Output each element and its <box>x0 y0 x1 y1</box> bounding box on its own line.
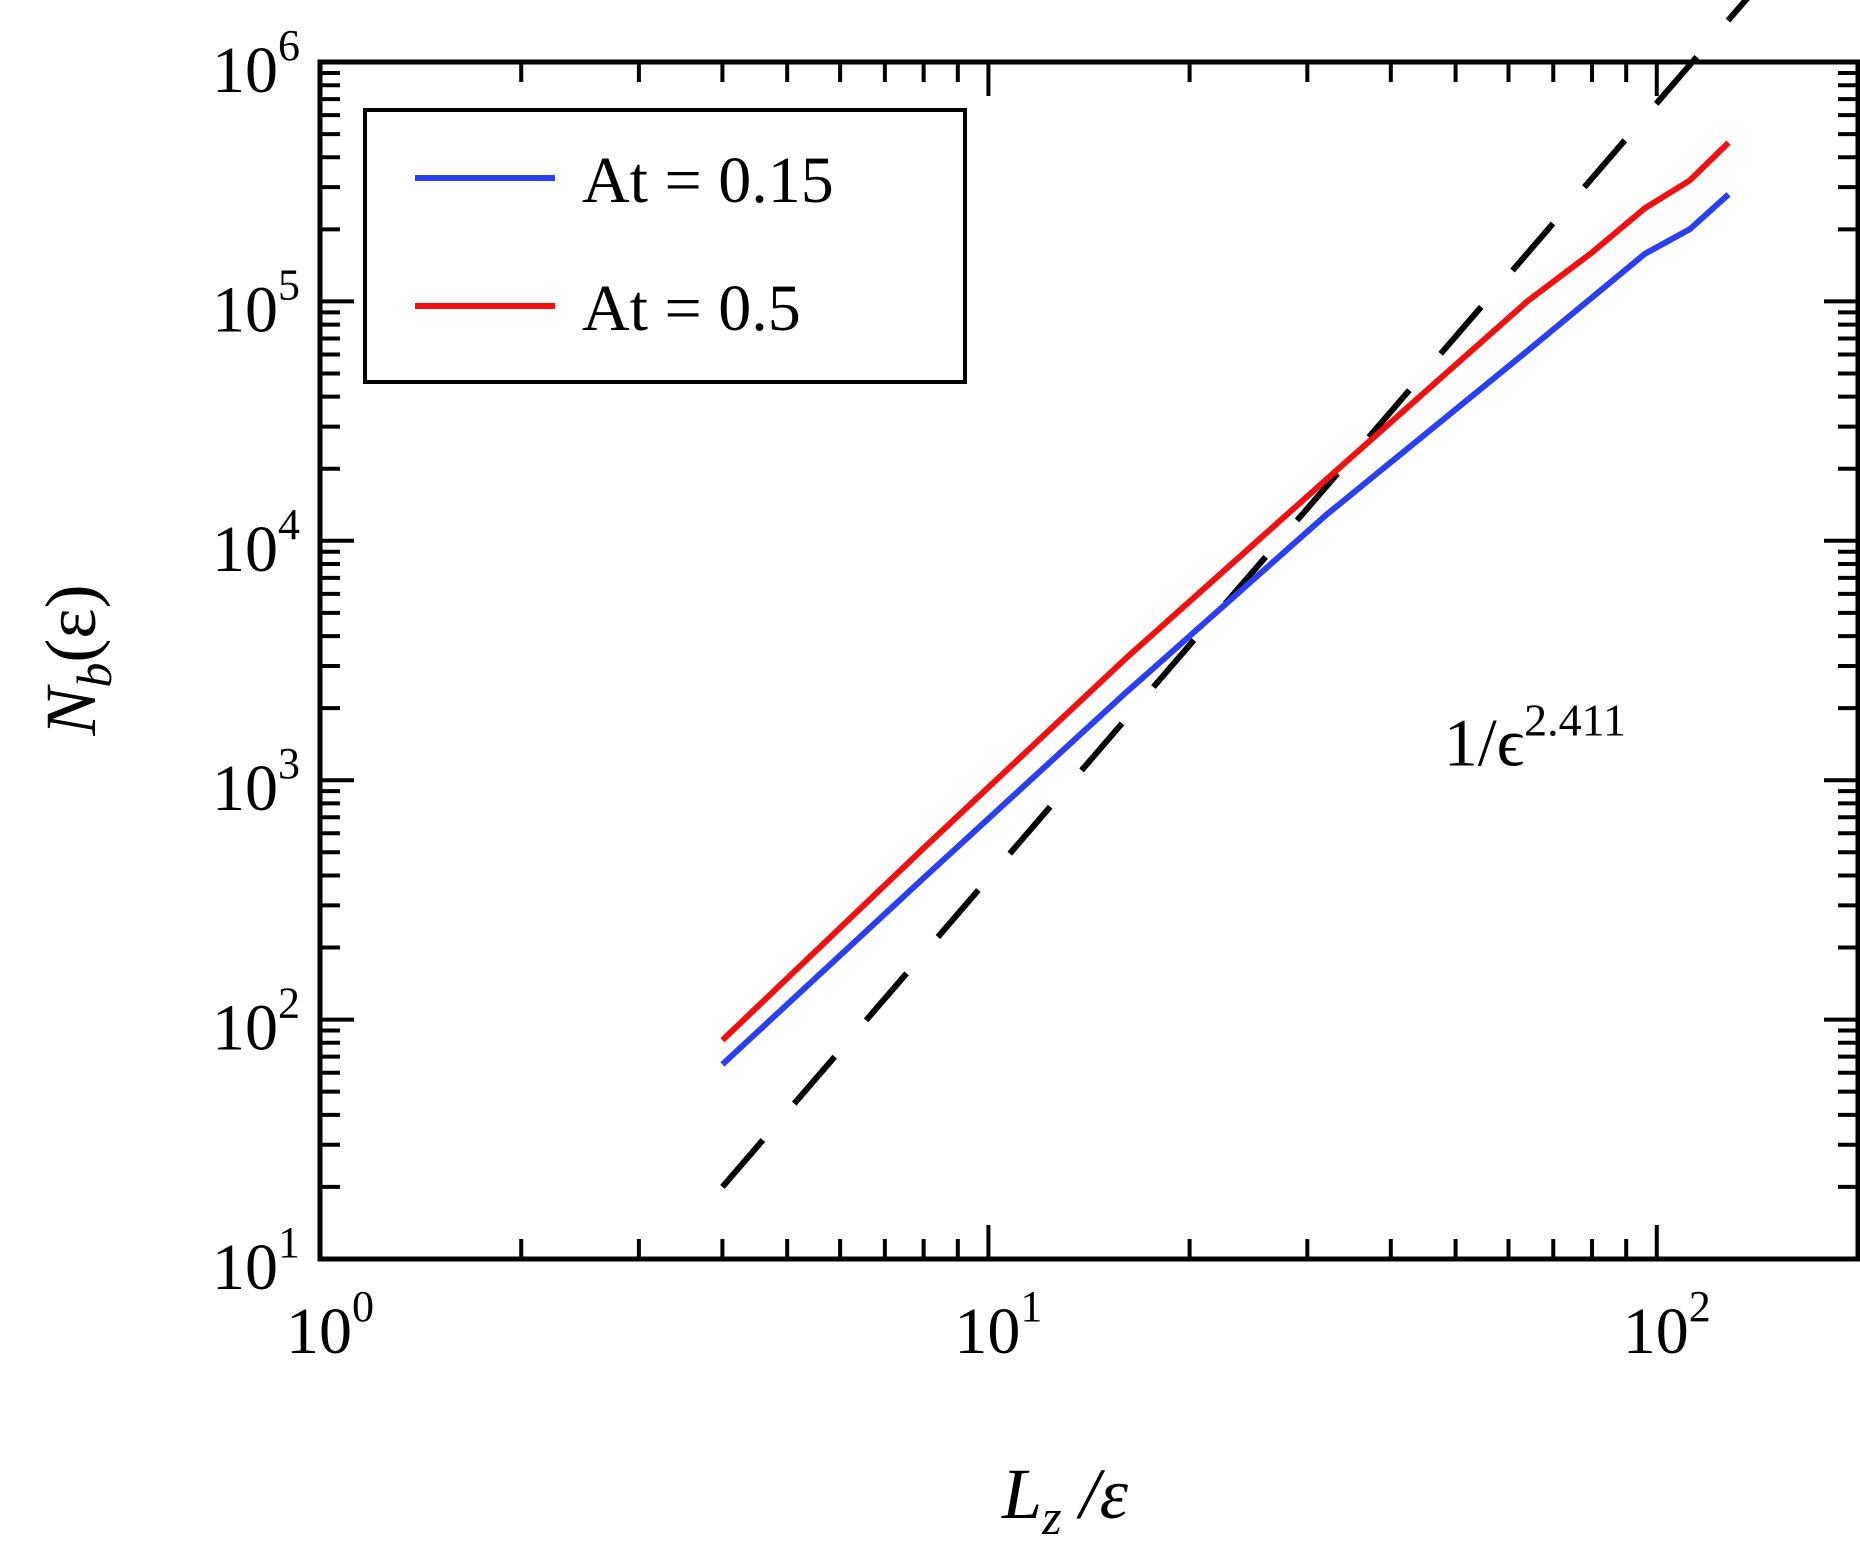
x-tick-label: 102 <box>1623 1282 1711 1368</box>
y-axis-label: Nb(ε) <box>31 584 122 736</box>
y-tick-label: 102 <box>212 979 300 1065</box>
legend-label-at015: At = 0.15 <box>582 144 834 217</box>
y-tick-label-exp: 6 <box>278 21 300 70</box>
y-tick-label-base: 10 <box>212 513 278 586</box>
plot-frame <box>317 59 1860 1262</box>
x-tick-label: 101 <box>954 1282 1042 1368</box>
legend-label-at05: At = 0.5 <box>582 272 801 345</box>
y-axis-label-main: N <box>31 684 111 737</box>
x-tick-label-base: 10 <box>954 1295 1020 1368</box>
y-tick-label-base: 10 <box>212 1231 278 1304</box>
x-tick-label-base: 10 <box>1623 1295 1689 1368</box>
slope-annotation-base: 1/ϵ <box>1444 705 1524 781</box>
legend: At = 0.15 At = 0.5 <box>363 108 967 384</box>
x-axis-label-main: L <box>1001 1454 1042 1534</box>
x-tick-label-exp: 1 <box>1020 1282 1042 1331</box>
x-axis-label-sub: z <box>1041 1489 1061 1545</box>
slope-annotation: 1/ϵ2.411 <box>1444 695 1626 781</box>
y-tick-label-base: 10 <box>212 34 278 107</box>
y-axis-label-rest: (ε) <box>31 584 111 662</box>
y-tick-label: 104 <box>212 500 300 586</box>
y-tick-label: 106 <box>212 21 300 107</box>
y-tick-label: 101 <box>212 1218 300 1304</box>
y-tick-label-exp: 1 <box>278 1218 300 1267</box>
y-tick-label-exp: 2 <box>278 979 300 1028</box>
y-axis-label-sub: b <box>66 663 122 688</box>
x-axis-label-rest: /ε <box>1062 1454 1129 1534</box>
slope-annotation-exponent: 2.411 <box>1524 695 1626 746</box>
y-tick-label: 105 <box>212 260 300 346</box>
y-tick-label-base: 10 <box>212 273 278 346</box>
x-tick-label-base: 10 <box>286 1295 352 1368</box>
series-line-at015 <box>720 192 1731 1067</box>
y-tick-label-exp: 4 <box>278 500 300 549</box>
x-tick-label-exp: 2 <box>1689 1282 1711 1331</box>
legend-box <box>363 108 967 384</box>
series-line-at05 <box>720 140 1731 1043</box>
x-axis-label: Lz /ε <box>1001 1454 1129 1545</box>
x-tick-label: 100 <box>286 1282 374 1368</box>
x-tick-label-exp: 0 <box>352 1282 374 1331</box>
y-tick-label-exp: 3 <box>278 739 300 788</box>
y-tick-label: 103 <box>212 739 300 825</box>
reference-line <box>720 0 1750 1189</box>
y-tick-label-base: 10 <box>212 752 278 825</box>
y-tick-label-exp: 5 <box>278 260 300 309</box>
series-layer <box>720 0 1750 1189</box>
y-tick-label-base: 10 <box>212 992 278 1065</box>
